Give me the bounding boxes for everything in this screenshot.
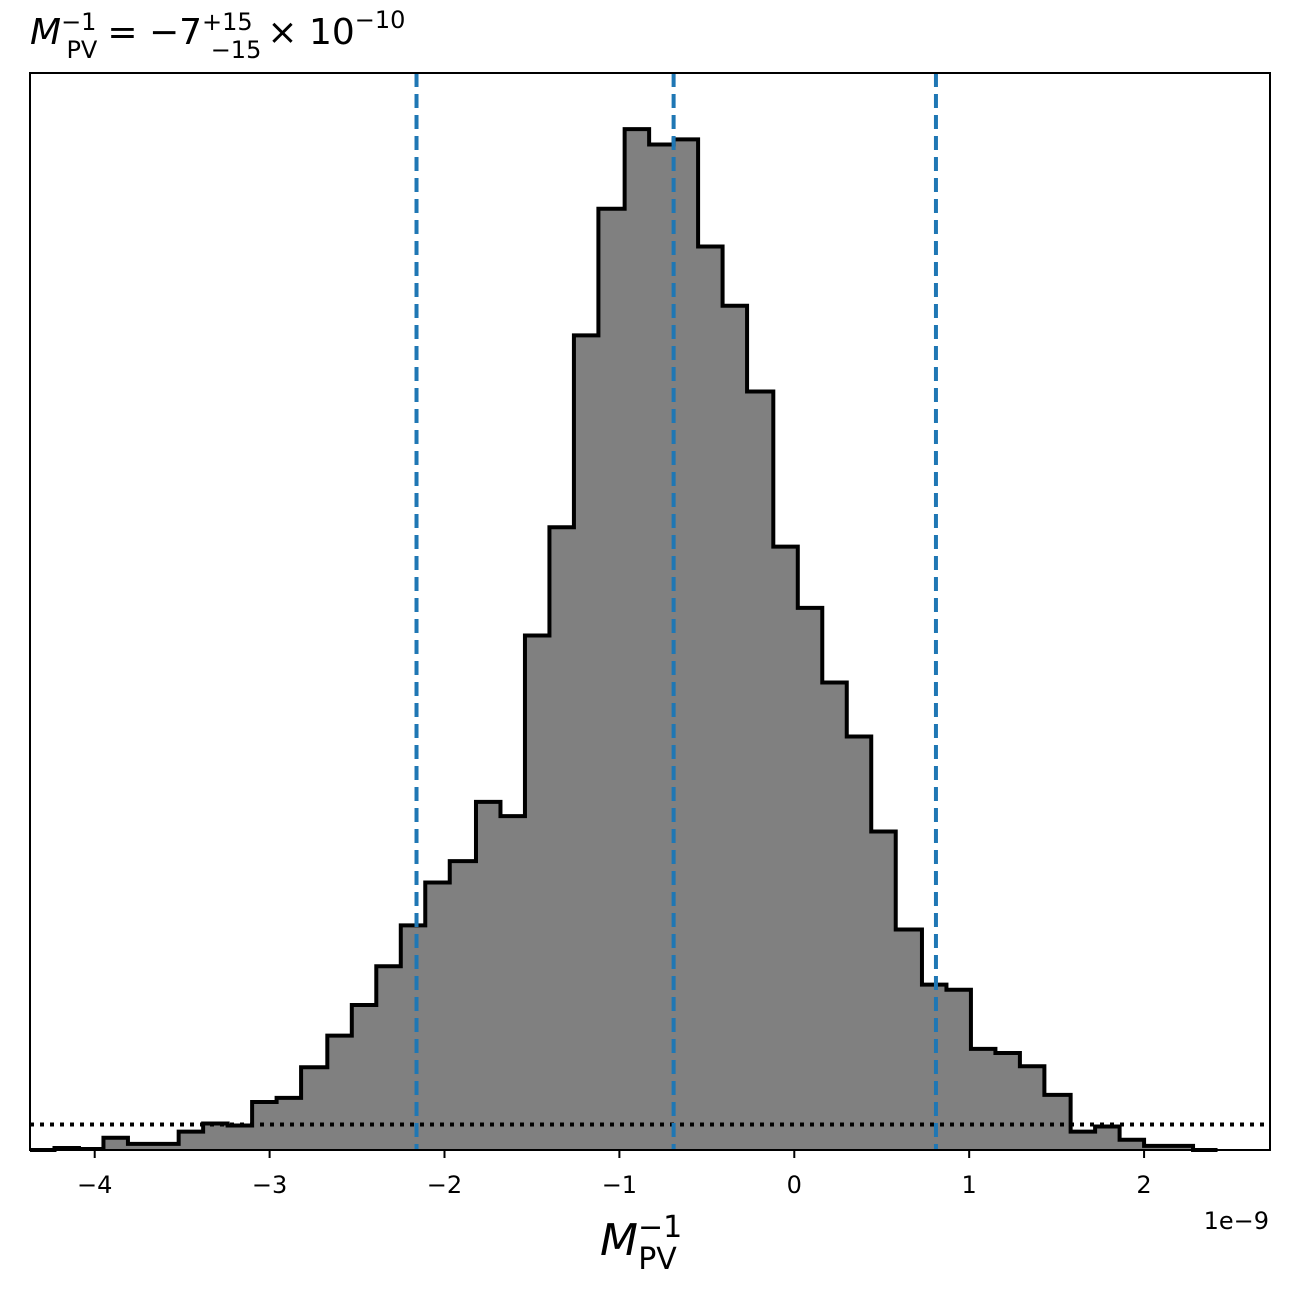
histogram-bar bbox=[301, 1067, 328, 1150]
axes-frame bbox=[29, 72, 1271, 1151]
x-tick-label: 2 bbox=[1136, 1171, 1151, 1199]
plot-area bbox=[30, 73, 1270, 1152]
x-tick-label: −3 bbox=[252, 1171, 287, 1199]
histogram-bar bbox=[127, 1143, 153, 1150]
title-exponent: −10 bbox=[355, 6, 406, 34]
histogram-bar bbox=[1095, 1126, 1121, 1150]
histogram-bar bbox=[227, 1125, 253, 1150]
histogram-bar bbox=[1070, 1131, 1096, 1150]
x-axis-label: M−1 PV bbox=[600, 1210, 682, 1277]
x-tick-label: −4 bbox=[77, 1171, 112, 1199]
histogram-bar bbox=[624, 129, 650, 1151]
histogram-bar bbox=[400, 925, 426, 1150]
histogram-bar bbox=[722, 305, 748, 1150]
chart-title: M−1 PV = −7+15 −15 × 10−10 bbox=[30, 6, 405, 64]
xlabel-subscript: PV bbox=[638, 1242, 677, 1277]
histogram-outline bbox=[30, 127, 1218, 1152]
histogram-bar bbox=[846, 736, 872, 1150]
x-tick-label: 0 bbox=[787, 1171, 802, 1199]
histogram-bar bbox=[327, 1035, 353, 1150]
histogram-bar bbox=[103, 1137, 129, 1150]
title-lower-err: −15 bbox=[211, 36, 262, 64]
histogram-bar bbox=[475, 801, 501, 1150]
histogram-bar bbox=[1119, 1139, 1145, 1150]
x-tick-label: 1 bbox=[962, 1171, 977, 1199]
x-tick-label: −1 bbox=[602, 1171, 637, 1199]
histogram-bar bbox=[549, 527, 575, 1150]
histogram-bar bbox=[747, 391, 774, 1150]
title-upper-err: +15 bbox=[202, 8, 253, 36]
xlabel-superscript: −1 bbox=[638, 1210, 682, 1245]
histogram-bar bbox=[1019, 1066, 1045, 1150]
histogram-bar bbox=[351, 1005, 377, 1150]
histogram-bar bbox=[449, 861, 477, 1150]
histogram-bar bbox=[203, 1123, 229, 1150]
histogram-bar bbox=[797, 607, 823, 1150]
histogram-bar bbox=[773, 546, 799, 1150]
histogram-bar bbox=[649, 144, 675, 1150]
title-multiplier: × 10 bbox=[267, 12, 354, 53]
x-offset-label: 1e−9 bbox=[1204, 1207, 1269, 1235]
histogram-bar bbox=[1144, 1145, 1170, 1150]
title-subscript: PV bbox=[66, 36, 97, 64]
histogram-bar bbox=[524, 635, 550, 1150]
x-tick-label: −2 bbox=[427, 1171, 462, 1199]
histogram-bar bbox=[152, 1143, 180, 1150]
histogram-bar bbox=[895, 929, 923, 1150]
histogram-bar bbox=[1044, 1094, 1072, 1150]
histogram-bar bbox=[573, 335, 599, 1150]
title-superscript: −1 bbox=[61, 8, 96, 36]
histogram-bar bbox=[673, 139, 699, 1150]
histogram-bar bbox=[1168, 1145, 1194, 1150]
histogram-bar bbox=[500, 816, 526, 1150]
histogram-bar bbox=[598, 208, 626, 1151]
x-axis: −4 −3 −2 −1 0 1 2 bbox=[77, 1150, 1152, 1199]
histogram-bar bbox=[871, 831, 897, 1150]
histogram-bar bbox=[970, 1048, 996, 1150]
histogram-bar bbox=[822, 682, 848, 1150]
title-symbol: M bbox=[30, 12, 61, 53]
histogram-bar bbox=[178, 1131, 204, 1150]
histogram-bar bbox=[698, 246, 724, 1150]
title-equals: = −7 bbox=[107, 12, 202, 53]
xlabel-symbol: M bbox=[600, 1215, 638, 1266]
histogram-bar bbox=[425, 882, 451, 1150]
histogram-bar bbox=[995, 1053, 1021, 1150]
histogram-bar bbox=[376, 966, 402, 1150]
